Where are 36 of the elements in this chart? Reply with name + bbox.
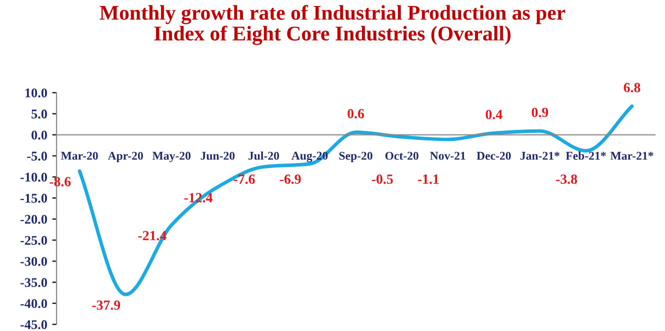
data-label: 0.9: [532, 108, 548, 118]
y-tick-label: 0.0: [32, 130, 47, 140]
y-tick-label: -40.0: [20, 299, 47, 308]
y-tick-label: 5.0: [32, 110, 47, 119]
x-tick-label: Dec-20: [476, 152, 511, 160]
y-tick-label: -5.0: [27, 152, 47, 161]
y-tick-label: -15.0: [20, 194, 47, 203]
y-tick-label: 10.0: [25, 88, 47, 98]
y-tick-label: -20.0: [20, 214, 47, 224]
y-tick-label: -30.0: [20, 256, 47, 266]
y-tick-label: -10.0: [20, 172, 47, 182]
y-tick-label: -25.0: [20, 236, 47, 245]
x-tick-label: Nov-21: [430, 152, 466, 160]
data-label: -7.6: [234, 174, 255, 184]
x-tick-label: Sep-20: [339, 152, 372, 162]
data-label: -8.6: [50, 176, 71, 186]
data-label: 6.8: [624, 82, 640, 92]
y-tick-label: -35.0: [20, 278, 47, 288]
x-tick-label: Mar-20: [60, 152, 98, 160]
x-tick-label: Oct-20: [385, 152, 418, 160]
data-label: -6.9: [280, 174, 301, 184]
data-label: -37.9: [92, 300, 120, 310]
y-tick-label: -45.0: [20, 320, 47, 330]
x-tick-label: Feb-21*: [566, 151, 606, 160]
data-label: -0.5: [372, 174, 393, 184]
data-label: 0.4: [486, 110, 502, 120]
data-label: -3.8: [556, 174, 578, 184]
chart-title: Monthly growth rate of Industrial Production as per Index of Eight Core Industries (Overall): [100, 4, 566, 45]
data-label: 0.6: [348, 108, 364, 118]
data-label: -1.1: [418, 174, 439, 184]
x-tick-label: Jan-21*: [520, 152, 560, 160]
x-tick-label: Apr-20: [108, 152, 143, 162]
x-tick-label: Jul-20: [248, 151, 279, 160]
x-tick-label: Mar-21*: [610, 152, 654, 160]
x-tick-label: Jun-20: [200, 152, 235, 160]
x-tick-label: May-20: [152, 152, 191, 162]
